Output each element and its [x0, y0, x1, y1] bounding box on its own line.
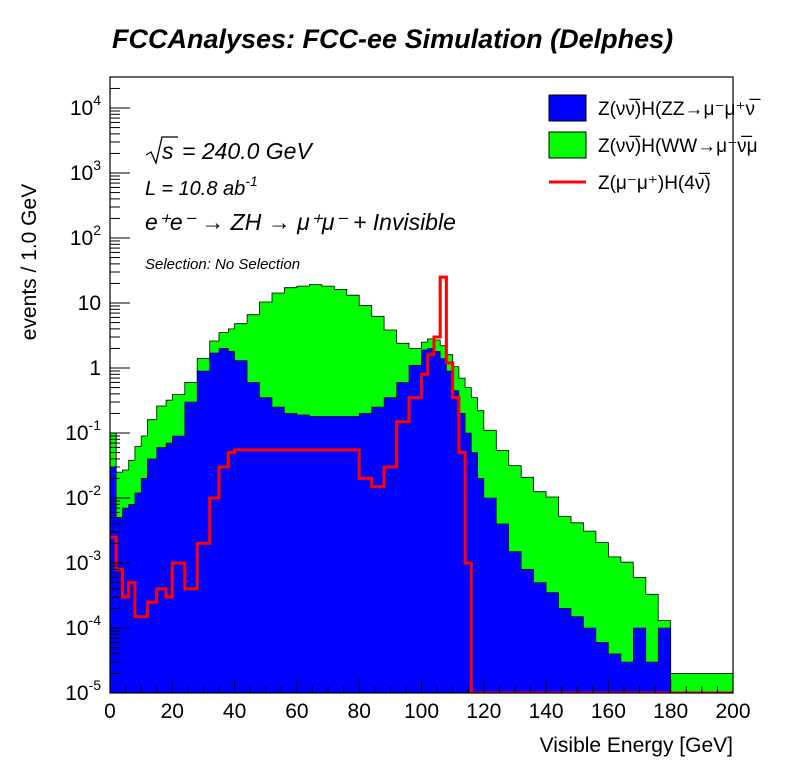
lumi-exponent: -1 [245, 173, 257, 189]
x-tick-label: 120 [466, 700, 501, 723]
x-tick-label: 0 [104, 700, 116, 723]
series-layer [110, 275, 733, 693]
x-tick-label: 40 [223, 700, 246, 723]
y-tick-label: 10-2 [65, 482, 101, 510]
y-tick-label: 10-1 [65, 417, 101, 445]
x-tick-label: 60 [285, 700, 308, 723]
x-tick-label: 140 [529, 700, 564, 723]
chart-title: FCCAnalyses: FCC-ee Simulation (Delphes) [112, 24, 673, 54]
sqrt-s-value: = 240.0 GeV [182, 138, 314, 164]
y-tick-label: 10-4 [65, 612, 101, 640]
legend-swatch [548, 94, 587, 122]
axis-layer: 0 20 40 60 80 100 120 140 160 180 200 10-5 10-4 10-3 1… [65, 76, 751, 723]
y-tick-label: 10-3 [65, 547, 101, 575]
y-tick-label: 1 [89, 357, 101, 380]
legend: Z(νν̅)H(ZZ→μ⁻μ⁺ν̅ Z(νν̅)H(WW→μ⁻ν̅μ Z(μ⁻μ⁺)… [548, 94, 761, 194]
y-tick-label: 103 [70, 157, 101, 185]
series-mumu-line [110, 275, 733, 693]
x-tick-label: 180 [653, 700, 688, 723]
x-tick-label: 160 [591, 700, 626, 723]
legend-label: Z(νν̅)H(ZZ→μ⁻μ⁺ν̅ [598, 99, 761, 120]
selection-annotation: Selection: No Selection [145, 256, 300, 273]
legend-label: Z(μ⁻μ⁺)H(4ν̅) [598, 173, 711, 194]
y-axis-title: events / 1.0 GeV [18, 184, 41, 340]
annotation-block: s = 240.0 GeV L = 10.8 ab-1 e⁺e⁻ → ZH → … [145, 136, 456, 273]
x-tick-label: 20 [161, 700, 184, 723]
y-tick-label: 10 [78, 292, 101, 315]
process-annotation: e⁺e⁻ → ZH → μ⁺μ⁻ + Invisible [145, 209, 456, 235]
legend-label: Z(νν̅)H(WW→μ⁻ν̅μ [598, 136, 758, 157]
sqrt-symbol [145, 136, 178, 166]
legend-swatch [548, 131, 587, 159]
x-axis-title: Visible Energy [GeV] [540, 734, 733, 757]
y-tick-label: 10-5 [65, 677, 101, 705]
x-tick-label: 100 [404, 700, 439, 723]
series-zz-area [110, 348, 733, 693]
sqrt-s-annotation: s = 240.0 GeV [145, 136, 314, 166]
sqrt-s-variable: s [162, 138, 174, 164]
lumi-text: L = 10.8 ab [145, 178, 245, 200]
y-tick-label: 104 [70, 92, 101, 120]
x-tick-label: 200 [715, 700, 750, 723]
x-tick-label: 80 [348, 700, 371, 723]
y-tick-label: 102 [70, 222, 101, 250]
lumi-annotation: L = 10.8 ab-1 [145, 173, 258, 200]
